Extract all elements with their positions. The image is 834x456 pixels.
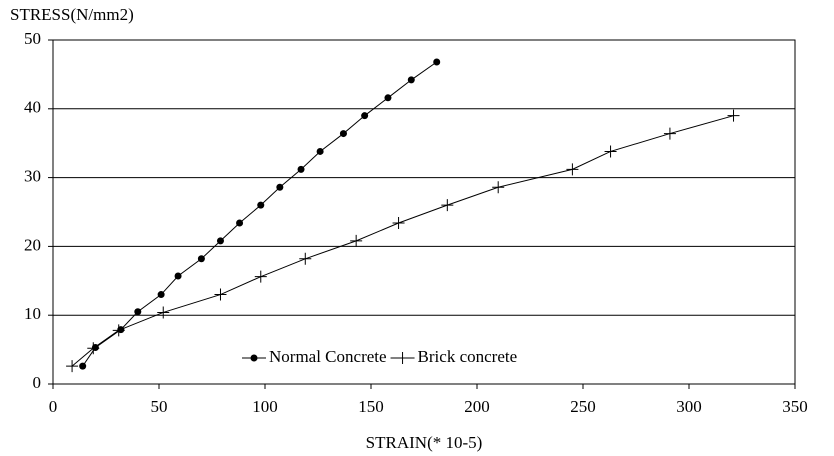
y-tick-label: 50 bbox=[24, 29, 41, 48]
y-tick-label: 40 bbox=[24, 98, 41, 117]
x-tick-label: 350 bbox=[782, 397, 808, 416]
x-tick-label: 50 bbox=[151, 397, 168, 416]
x-axis-label: STRAIN(* 10-5) bbox=[366, 433, 483, 452]
marker bbox=[492, 181, 505, 194]
marker bbox=[604, 145, 617, 158]
legend-label: Normal Concrete bbox=[269, 347, 387, 366]
marker bbox=[441, 199, 454, 212]
marker bbox=[157, 306, 170, 319]
marker bbox=[433, 58, 441, 66]
plot-border bbox=[52, 39, 796, 385]
y-tick-label: 10 bbox=[24, 304, 41, 323]
marker bbox=[384, 94, 392, 102]
marker bbox=[214, 288, 227, 301]
marker bbox=[157, 291, 165, 299]
y-tick-label: 20 bbox=[24, 235, 41, 254]
x-tick-label: 300 bbox=[676, 397, 702, 416]
marker bbox=[197, 255, 205, 263]
marker bbox=[396, 352, 409, 364]
marker bbox=[134, 308, 142, 316]
marker bbox=[66, 360, 79, 373]
marker bbox=[216, 237, 224, 245]
marker bbox=[407, 76, 415, 84]
marker bbox=[257, 201, 265, 209]
marker bbox=[339, 130, 347, 138]
y-axis-label: STRESS(N/mm2) bbox=[10, 5, 134, 24]
marker bbox=[112, 324, 125, 337]
marker bbox=[254, 270, 267, 283]
marker bbox=[250, 354, 258, 362]
marker bbox=[350, 234, 363, 247]
marker bbox=[727, 109, 740, 122]
marker bbox=[316, 147, 324, 155]
marker bbox=[87, 342, 100, 355]
x-tick-label: 100 bbox=[252, 397, 278, 416]
marker bbox=[663, 127, 676, 140]
marker bbox=[236, 219, 244, 227]
marker bbox=[276, 183, 284, 191]
x-tick-label: 200 bbox=[464, 397, 490, 416]
marker bbox=[79, 362, 87, 370]
marker bbox=[174, 272, 182, 280]
legend-label: Brick concrete bbox=[418, 347, 518, 366]
series-line bbox=[71, 115, 734, 367]
marker bbox=[297, 165, 305, 173]
marker bbox=[361, 112, 369, 120]
y-tick-label: 30 bbox=[24, 167, 41, 186]
x-tick-label: 0 bbox=[49, 397, 58, 416]
marker bbox=[392, 217, 405, 230]
y-tick-label: 0 bbox=[33, 373, 42, 392]
x-tick-label: 150 bbox=[358, 397, 384, 416]
series-line bbox=[82, 61, 438, 367]
x-tick-label: 250 bbox=[570, 397, 596, 416]
marker bbox=[566, 163, 579, 176]
marker bbox=[299, 252, 312, 265]
